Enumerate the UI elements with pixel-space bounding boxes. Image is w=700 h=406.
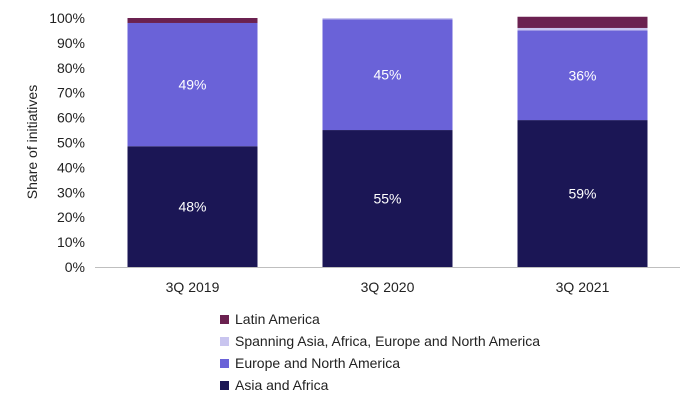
data-label: 45% xyxy=(373,67,401,83)
bar-segment xyxy=(517,16,648,28)
bar-segment xyxy=(322,18,453,20)
data-label: 55% xyxy=(373,191,401,207)
legend-swatch xyxy=(220,314,229,324)
bar-segment xyxy=(127,22,258,147)
legend-label: Latin America xyxy=(235,311,320,327)
y-tick-label: 20% xyxy=(57,209,85,225)
legend: Latin America Spanning Asia, Africa, Euro… xyxy=(220,308,540,396)
bar-segment xyxy=(127,146,258,267)
legend-swatch xyxy=(220,358,229,368)
legend-swatch xyxy=(220,336,229,346)
bar-segment xyxy=(127,18,258,23)
data-label: 59% xyxy=(568,186,596,202)
y-tick-label: 70% xyxy=(57,85,85,101)
bar-segment xyxy=(517,120,648,267)
y-axis-title: Share of initiatives xyxy=(24,85,40,199)
bar-segment xyxy=(322,19,453,131)
y-tick-label: 100% xyxy=(49,10,85,26)
x-tick-label: 3Q 2019 xyxy=(166,279,220,295)
x-axis: 3Q 2019 3Q 2020 3Q 2021 xyxy=(95,267,680,295)
y-axis: 0% 10% 20% 30% 40% 50% 60% 70% 80% 90% 100% xyxy=(49,10,85,275)
data-label: 48% xyxy=(178,199,206,215)
y-tick-label: 90% xyxy=(57,35,85,51)
legend-item: Europe and North America xyxy=(220,352,540,374)
y-tick-label: 10% xyxy=(57,234,85,250)
data-label: 36% xyxy=(568,67,596,83)
legend-item: Latin America xyxy=(220,308,540,330)
bars: 48% 49% 55% 45% 59% 36% xyxy=(127,16,648,267)
bar-segment xyxy=(322,130,453,267)
stacked-bar-chart: 0% 10% 20% 30% 40% 50% 60% 70% 80% 90% 100% 48% 49%… xyxy=(24,10,680,295)
y-tick-label: 80% xyxy=(57,60,85,76)
legend-label: Asia and Africa xyxy=(235,377,329,393)
y-tick-label: 0% xyxy=(65,259,85,275)
legend-label: Spanning Asia, Africa, Europe and North … xyxy=(235,333,541,349)
bar-segment xyxy=(517,30,648,121)
y-tick-label: 30% xyxy=(57,184,85,200)
data-label: 49% xyxy=(178,77,206,93)
legend-item: Asia and Africa xyxy=(220,374,540,396)
x-tick-label: 3Q 2021 xyxy=(556,279,610,295)
legend-swatch xyxy=(220,380,229,390)
legend-label: Europe and North America xyxy=(235,355,400,371)
y-tick-label: 40% xyxy=(57,159,85,175)
x-tick-label: 3Q 2020 xyxy=(361,279,415,295)
y-tick-label: 50% xyxy=(57,135,85,151)
legend-item: Spanning Asia, Africa, Europe and North … xyxy=(220,330,540,352)
bar-segment xyxy=(517,27,648,31)
y-tick-label: 60% xyxy=(57,110,85,126)
